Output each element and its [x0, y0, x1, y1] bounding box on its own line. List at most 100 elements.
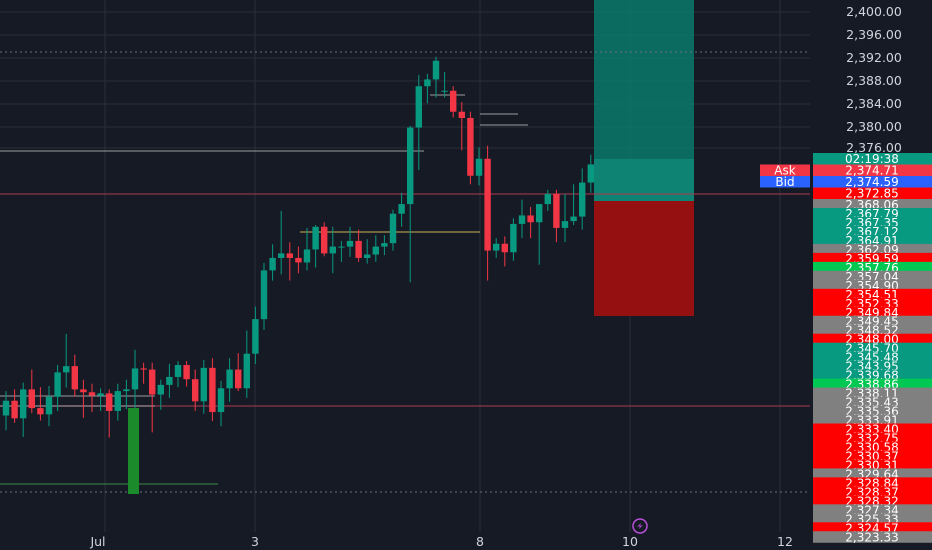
candle: [123, 379, 130, 410]
tag-background: [813, 423, 932, 435]
candle: [183, 361, 190, 387]
tag-background: [813, 297, 932, 310]
tag-background: [813, 153, 932, 165]
candle: [243, 330, 250, 398]
ask-label: Ask: [760, 164, 810, 178]
tag-background: [813, 432, 932, 444]
tag-background: [813, 252, 932, 265]
time-tick-label: 10: [622, 534, 638, 549]
tag-text: 2,374.59: [845, 175, 898, 189]
candle-body: [544, 193, 551, 205]
candle: [536, 204, 543, 265]
candle-body: [321, 226, 328, 254]
candle: [174, 361, 182, 388]
candle: [415, 74, 422, 171]
candle-body: [553, 193, 560, 228]
price-axis[interactable]: 2,400.00 2,396.00 2,392.00 2,388.00 2,384.00…: [846, 4, 902, 155]
current-price-tag: 2,372.85: [813, 187, 932, 201]
tag-background: [813, 459, 932, 471]
candle-body: [338, 246, 345, 248]
price-tick-label: 2,376.00: [846, 140, 902, 155]
candle-body: [475, 158, 483, 176]
candlestick-series: [2, 56, 594, 438]
tag-text: 02:19:38: [845, 152, 899, 166]
candle-body: [37, 408, 44, 415]
price-tick-label: 2,380.00: [846, 119, 902, 134]
candle-body: [20, 389, 27, 419]
entry-profit-zone[interactable]: [594, 159, 694, 201]
candle: [312, 225, 319, 268]
price-tick-label: 2,396.00: [846, 27, 902, 42]
price-tick-label: 2,388.00: [846, 73, 902, 88]
tag-background: [813, 486, 932, 498]
candle-body: [278, 253, 285, 258]
stop-zone[interactable]: [594, 201, 694, 316]
tag-text: 2,323.33: [845, 530, 898, 544]
bid-label-bg: [760, 176, 810, 188]
candle-body: [123, 389, 130, 392]
candle-body: [432, 60, 440, 80]
tag-background: [813, 315, 932, 328]
candle-body: [484, 158, 491, 251]
candle: [209, 358, 216, 422]
candle: [295, 246, 302, 274]
tag-background: [813, 513, 932, 525]
tag-background: [813, 396, 932, 409]
candle: [561, 193, 569, 243]
candle-body: [2, 400, 10, 416]
logo-icon: [632, 518, 648, 534]
candle-body: [527, 215, 534, 223]
tag-background: [813, 207, 932, 220]
ask-price-tag: 2,374.71: [813, 164, 932, 178]
target-zone[interactable]: [594, 0, 694, 159]
tag-background: [813, 306, 932, 319]
tag-background: [813, 288, 932, 301]
candle: [28, 369, 35, 414]
tag-background: [813, 378, 932, 391]
candle-body: [114, 391, 121, 411]
tag-background: [813, 333, 932, 346]
candle: [37, 387, 44, 421]
candle-body: [200, 367, 207, 402]
ask-label-text: Ask: [774, 164, 795, 178]
candle: [355, 229, 362, 262]
candle: [484, 145, 491, 281]
tag-background: [813, 387, 932, 400]
candle: [321, 222, 328, 257]
tag-background: [813, 414, 932, 427]
bid-label: Bid: [760, 175, 810, 189]
tag-background: [813, 531, 932, 543]
candle-body: [157, 384, 164, 395]
candle-body: [467, 117, 474, 176]
candle-body: [355, 240, 362, 258]
candle-body: [183, 365, 190, 380]
candle-body: [174, 365, 182, 377]
tag-background: [813, 522, 932, 534]
time-axis[interactable]: Jul 3 8 10 12: [89, 534, 793, 549]
tag-text: 2,372.85: [845, 187, 898, 201]
candle-body: [312, 226, 319, 250]
tag-background: [813, 441, 932, 453]
candle: [200, 359, 207, 414]
candle-body: [424, 79, 431, 87]
candle-body: [450, 90, 457, 112]
candle: [553, 189, 560, 243]
candle-body: [587, 164, 594, 183]
tag-background: [813, 164, 932, 176]
candle-body: [570, 216, 577, 222]
candle: [493, 238, 500, 258]
candle-body: [510, 223, 517, 253]
tag-background: [813, 405, 932, 418]
candle-body: [501, 243, 508, 253]
position-tool[interactable]: [594, 0, 694, 316]
tag-background: [813, 216, 932, 229]
tag-background: [813, 351, 932, 364]
candle: [329, 226, 336, 274]
tag-background: [813, 225, 932, 238]
candle-body: [407, 127, 414, 205]
ask-label-bg: [760, 164, 810, 176]
candle: [63, 333, 70, 388]
candle-body: [364, 254, 371, 258]
candle-body: [303, 249, 311, 263]
